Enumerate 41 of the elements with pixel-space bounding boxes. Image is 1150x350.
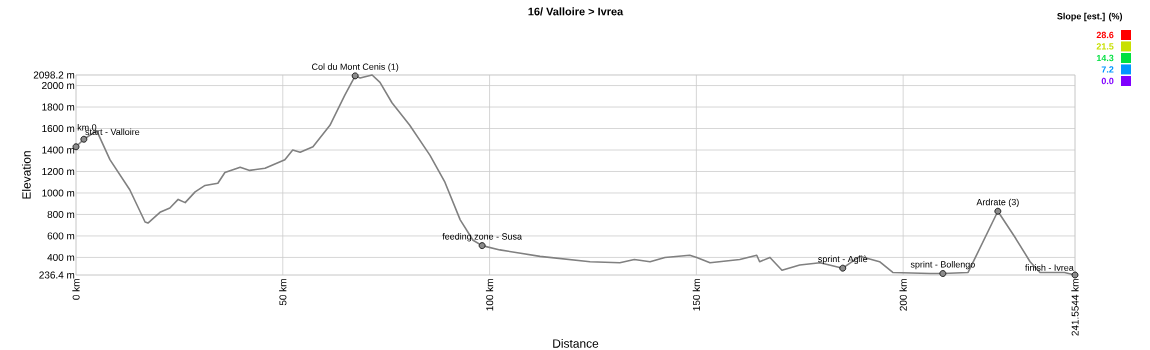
annotation: start - Valloire [85,128,140,136]
point [1071,271,1079,279]
annotation: sprint - Bollengo [910,260,975,270]
y-axis-title: Elevation [21,151,31,199]
color-bar-label: 7.2 [1101,66,1114,73]
y-tick-label: 1000 m [42,189,75,197]
point [994,207,1002,215]
color-bar-label: 21.5 [1096,43,1114,50]
color-bar-label: 28.6 [1096,31,1114,39]
annotation: Col du Mont Cenis (1) [312,63,399,72]
y-tick-label: 1800 m [42,103,75,111]
y-tick-label: 1600 m [42,124,75,133]
point [351,72,359,80]
y-tick-label: 236.4 m [39,271,75,279]
point [478,242,486,250]
x-tick-label: 200 km [899,279,907,311]
y-tick-label: 2000 m [42,82,75,90]
y-tick-label: 2098.2 m [33,71,75,79]
color-bar-label: 14.3 [1096,54,1114,62]
annotation: sprint - Agliè [818,255,868,264]
x-tick-label: 50 km [279,279,287,306]
annotation: finish - Ivrea [1025,264,1074,271]
color-bar-title: Slope [est.] (%) [1057,12,1123,22]
x-axis-title: Distance [553,338,599,348]
point [72,143,80,151]
point [80,135,88,143]
color-bar-label: 0.0 [1101,77,1114,85]
chart-title: 16/ Valloire > Ivrea [528,7,624,16]
y-tick-label: 1200 m [42,167,75,176]
y-tick-label: 800 m [47,210,75,218]
y-tick-label: 400 m [47,253,75,261]
annotation: Ardrate (3) [976,198,1019,208]
point [839,264,847,272]
y-tick-label: 600 m [47,232,75,240]
y-tick-label: 1400 m [42,146,75,154]
x-tick-label: 241.5544 km [1071,279,1079,336]
point [939,270,947,277]
x-tick-label: 100 km [485,279,494,311]
annotation: feeding zone - Susa [442,233,522,242]
x-tick-label: 150 km [692,279,701,311]
x-tick-label: 0 km [72,279,80,300]
